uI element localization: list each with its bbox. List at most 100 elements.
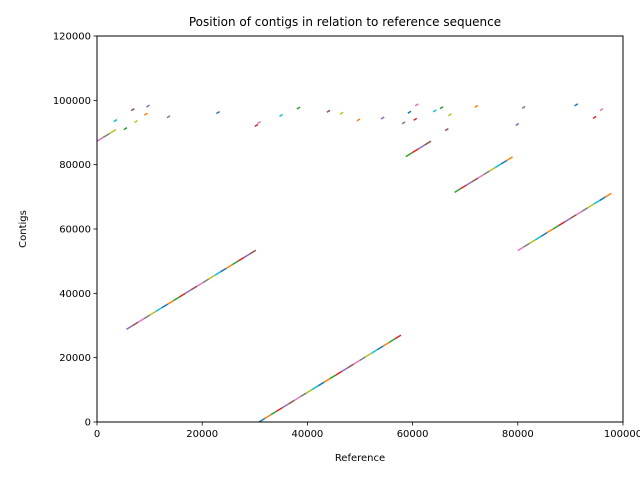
contig-alignment-segment [394, 334, 402, 340]
contig-alignment-segment [371, 348, 378, 354]
plot-frame [96, 35, 624, 423]
contig-alignment-segment [552, 224, 560, 230]
contig-alignment-segment [243, 253, 251, 259]
contig-fragment [474, 104, 479, 109]
contig-alignment-segment [353, 359, 360, 365]
contig-fragment [444, 128, 449, 132]
contig-fragment [521, 105, 526, 110]
contig-alignment-segment [587, 203, 595, 209]
contig-alignment-segment [282, 403, 289, 409]
x-axis-ticks: 0 20000 40000 60000 80000 100000 [94, 422, 640, 440]
contig-alignment-segment [178, 292, 186, 298]
contig-alignment-segment [605, 192, 612, 198]
contig-alignment-segment [249, 249, 257, 255]
y-tick-label: 20000 [59, 353, 91, 364]
contig-fragment [401, 121, 406, 125]
contig-alignment-segment [564, 217, 571, 223]
contig-alignment-segment [184, 289, 192, 295]
contig-fragment [447, 113, 452, 117]
contig-alignment-segment [546, 228, 554, 234]
x-tick-label: 40000 [291, 429, 323, 440]
contig-fragment [254, 123, 259, 128]
contig-alignment-segment [300, 392, 307, 398]
contig-alignment-segment [411, 148, 419, 154]
contig-alignment-segment [388, 338, 396, 344]
contig-alignment-segment [167, 299, 174, 305]
contig-alignment-segment [359, 356, 366, 362]
contig-alignment-segment [294, 396, 301, 401]
contig-alignment-segment [226, 263, 233, 269]
contig-alignment-segment [329, 374, 337, 380]
contig-alignment-segment [305, 388, 313, 394]
contig-fragment [326, 109, 331, 113]
contig-fragment [356, 118, 361, 122]
contig-alignment-segment [593, 199, 601, 205]
contig-alignment-segment [575, 210, 583, 216]
contig-alignment-segment [540, 232, 548, 237]
contig-fragment [574, 103, 579, 107]
contig-alignment-segment [196, 281, 204, 287]
contig-alignment-segment [471, 177, 479, 183]
contig-fragment [143, 112, 148, 116]
contig-fragment [130, 108, 135, 112]
contig-alignment-segment [155, 307, 163, 313]
contig-alignment-segment [264, 414, 272, 420]
contig-alignment-segment [126, 325, 133, 330]
contig-alignment-segment [483, 170, 490, 176]
contig-alignment-segment [311, 385, 319, 391]
contig-fragment [113, 118, 118, 123]
contig-alignment-segment [131, 321, 139, 327]
contig-alignment-segment [454, 188, 461, 193]
y-tick-label: 40000 [59, 289, 91, 300]
contig-alignment-segment [599, 196, 606, 202]
y-tick-label: 60000 [59, 225, 91, 236]
contig-fragment [257, 120, 261, 125]
contig-alignment-segment [231, 260, 239, 266]
y-tick-label: 100000 [53, 96, 91, 107]
contig-alignment-segment [323, 377, 331, 383]
x-tick-label: 60000 [397, 429, 429, 440]
contig-fragment [123, 127, 128, 131]
contig-alignment-segment [317, 381, 325, 387]
contig-alignment-segment [382, 341, 390, 347]
contig-alignment-segment [460, 184, 467, 190]
contig-alignment-segment [143, 314, 151, 320]
contig-alignment-segment [214, 271, 221, 277]
contig-fragment [380, 116, 385, 120]
contig-alignment-segment [581, 206, 589, 212]
contig-fragment [599, 108, 604, 112]
contig-alignment-segment [477, 173, 485, 179]
contig-fragment [279, 113, 284, 118]
contig-alignment-segment [570, 214, 577, 219]
contig-alignment-segment [137, 317, 145, 323]
x-tick-label: 100000 [604, 429, 640, 440]
contig-alignment-segment [220, 267, 227, 273]
contig-fragment [296, 106, 301, 110]
contig-fragment [414, 103, 419, 107]
contig-alignment-segment [506, 156, 513, 162]
contig-fragment [133, 119, 138, 124]
contig-alignment-segment [558, 221, 566, 227]
contig-fragment [432, 109, 437, 113]
y-tick-label: 120000 [53, 32, 91, 43]
contig-alignment-segment [500, 159, 508, 165]
y-tick-label: 0 [85, 418, 91, 429]
contig-alignment-segment [529, 239, 536, 245]
x-tick-label: 0 [94, 429, 100, 440]
contig-alignment-segment [96, 136, 104, 142]
contig-alignment-segment [173, 296, 180, 302]
contig-alignment-segment [517, 246, 525, 252]
contig-alignment-segment [208, 274, 216, 280]
contig-alignment-segment [365, 352, 372, 358]
contig-fragment [592, 115, 597, 119]
data-layer [96, 103, 612, 423]
contig-alignment-segment [534, 235, 542, 241]
contig-fragment [515, 122, 520, 127]
contig-alignment-segment [202, 278, 210, 284]
contig-alignment-segment [335, 370, 343, 376]
contig-fragment [146, 104, 150, 108]
contig-alignment-segment [494, 163, 502, 169]
contig-alignment-segment [405, 152, 413, 158]
contig-alignment-segment [190, 285, 198, 291]
